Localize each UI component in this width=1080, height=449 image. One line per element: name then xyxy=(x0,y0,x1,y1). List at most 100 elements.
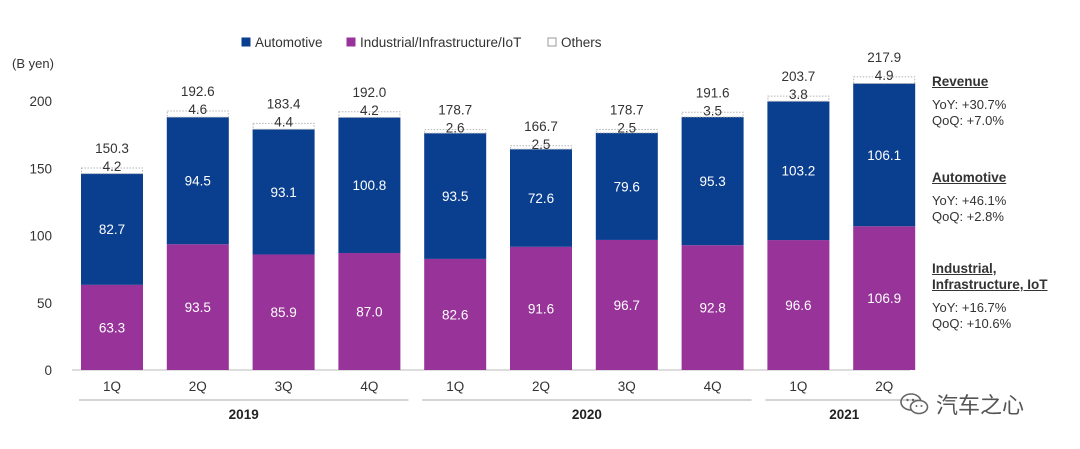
bar-segment-others xyxy=(595,129,658,134)
year-group-label: 2021 xyxy=(829,407,860,422)
bar-segment-industrial xyxy=(338,252,401,370)
bar-segment-industrial xyxy=(510,246,572,370)
x-tick-label: 2Q xyxy=(532,379,550,394)
total-label: 192.0 xyxy=(353,85,387,100)
bar-segment-automotive xyxy=(595,132,658,240)
data-label-industrial: 92.8 xyxy=(699,301,725,316)
x-tick-label: 3Q xyxy=(275,379,293,394)
watermark: 汽车之心 xyxy=(900,388,1024,420)
data-label-automotive: 95.3 xyxy=(699,174,725,189)
bar-segment-industrial xyxy=(252,254,315,370)
bar-segment-automotive xyxy=(166,117,229,245)
x-tick-label: 3Q xyxy=(618,379,636,394)
industrial-title-line2: Infrastructure, IoT xyxy=(932,277,1048,292)
bar-segment-industrial xyxy=(424,258,487,370)
total-label: 178.7 xyxy=(610,103,644,118)
bar-segment-others xyxy=(681,111,744,118)
legend-label: Others xyxy=(561,35,602,50)
industrial-qoq: QoQ: +10.6% xyxy=(932,316,1012,331)
bar-segment-automotive xyxy=(681,117,744,246)
industrial-yoy: YoY: +16.7% xyxy=(932,300,1007,315)
data-label-others: 4.6 xyxy=(188,102,207,117)
bar-segment-others xyxy=(338,111,401,118)
legend-label: Industrial/Infrastructure/IoT xyxy=(360,35,521,50)
x-tick-label: 1Q xyxy=(446,379,464,394)
bar-segment-industrial xyxy=(767,240,830,370)
y-tick-label: 0 xyxy=(44,363,52,378)
data-label-others: 4.9 xyxy=(875,68,894,83)
total-label: 191.6 xyxy=(696,85,730,100)
bar-segment-automotive xyxy=(252,129,315,255)
data-label-others: 4.4 xyxy=(274,114,293,129)
total-label: 178.7 xyxy=(438,103,472,118)
data-label-automotive: 100.8 xyxy=(353,178,387,193)
data-label-industrial: 85.9 xyxy=(270,305,296,320)
data-label-automotive: 79.6 xyxy=(614,179,640,194)
legend-swatch xyxy=(547,37,557,47)
data-label-others: 2.5 xyxy=(532,137,551,152)
y-axis-label: (B yen) xyxy=(12,56,54,71)
bar-segment-industrial xyxy=(81,284,143,370)
total-label: 217.9 xyxy=(867,50,901,65)
bar-segment-automotive xyxy=(510,149,572,247)
automotive-title: Automotive xyxy=(932,170,1007,185)
bar-segment-industrial xyxy=(166,244,229,370)
automotive-summary: Automotive YoY: +46.1% QoQ: +2.8% xyxy=(932,170,1006,225)
data-label-industrial: 93.5 xyxy=(185,300,211,315)
bar-segment-others xyxy=(510,145,572,150)
bar-segment-automotive xyxy=(853,83,916,227)
data-label-industrial: 96.6 xyxy=(785,298,811,313)
bar-segment-automotive xyxy=(81,173,143,285)
total-label: 183.4 xyxy=(267,96,301,111)
total-label: 192.6 xyxy=(181,84,215,99)
data-label-automotive: 82.7 xyxy=(99,222,125,237)
bar-segment-others xyxy=(81,167,143,175)
bar-segment-industrial xyxy=(681,245,744,370)
legend-swatch xyxy=(346,37,356,47)
watermark-text: 汽车之心 xyxy=(936,394,1025,419)
bar-segment-industrial xyxy=(595,239,658,370)
data-label-industrial: 82.6 xyxy=(442,307,468,322)
x-tick-label: 1Q xyxy=(789,379,807,394)
data-label-industrial: 106.9 xyxy=(867,291,901,306)
data-label-industrial: 91.6 xyxy=(528,301,554,316)
data-label-automotive: 93.1 xyxy=(270,185,296,200)
data-label-others: 3.8 xyxy=(789,87,808,102)
y-tick-label: 50 xyxy=(37,296,52,311)
industrial-summary: Industrial, Infrastructure, IoT YoY: +16… xyxy=(932,261,1048,332)
y-tick-label: 150 xyxy=(29,161,52,176)
total-label: 203.7 xyxy=(782,69,816,84)
x-tick-label: 2Q xyxy=(189,379,207,394)
data-label-automotive: 94.5 xyxy=(185,174,211,189)
automotive-yoy: YoY: +46.1% xyxy=(932,193,1007,208)
x-tick-label: 1Q xyxy=(103,379,121,394)
x-tick-label: 2Q xyxy=(875,379,893,394)
bar-segment-others xyxy=(853,76,916,85)
data-label-industrial: 87.0 xyxy=(356,304,382,319)
bar-segment-industrial xyxy=(853,226,916,370)
data-label-others: 3.5 xyxy=(703,103,722,118)
year-group-label: 2020 xyxy=(572,407,602,422)
revenue-title: Revenue xyxy=(932,74,989,89)
data-label-automotive: 93.5 xyxy=(442,189,468,204)
bar-segment-automotive xyxy=(767,101,830,241)
legend-label: Automotive xyxy=(255,35,323,50)
data-label-industrial: 96.7 xyxy=(614,298,640,313)
bar-segment-automotive xyxy=(424,133,487,259)
revenue-summary: Revenue YoY: +30.7% QoQ: +7.0% xyxy=(932,74,1006,129)
industrial-title-line1: Industrial, xyxy=(932,261,997,276)
wechat-icon xyxy=(900,393,929,415)
data-label-others: 4.2 xyxy=(103,159,122,174)
data-label-automotive: 106.1 xyxy=(867,148,901,163)
year-group-label: 2019 xyxy=(229,407,259,422)
data-label-others: 4.2 xyxy=(360,103,379,118)
legend-swatch xyxy=(241,37,251,47)
total-label: 150.3 xyxy=(95,141,129,156)
x-tick-label: 4Q xyxy=(360,379,378,394)
y-tick-label: 200 xyxy=(29,94,52,109)
data-label-industrial: 63.3 xyxy=(99,320,125,335)
bar-segment-others xyxy=(166,110,229,118)
stacked-bar-chart: (B yen) 0 50 100 150 200 63.3 82.7 4.2 150.3 1Q 93.… xyxy=(12,35,920,422)
x-tick-label: 4Q xyxy=(704,379,722,394)
data-label-automotive: 72.6 xyxy=(528,191,554,206)
